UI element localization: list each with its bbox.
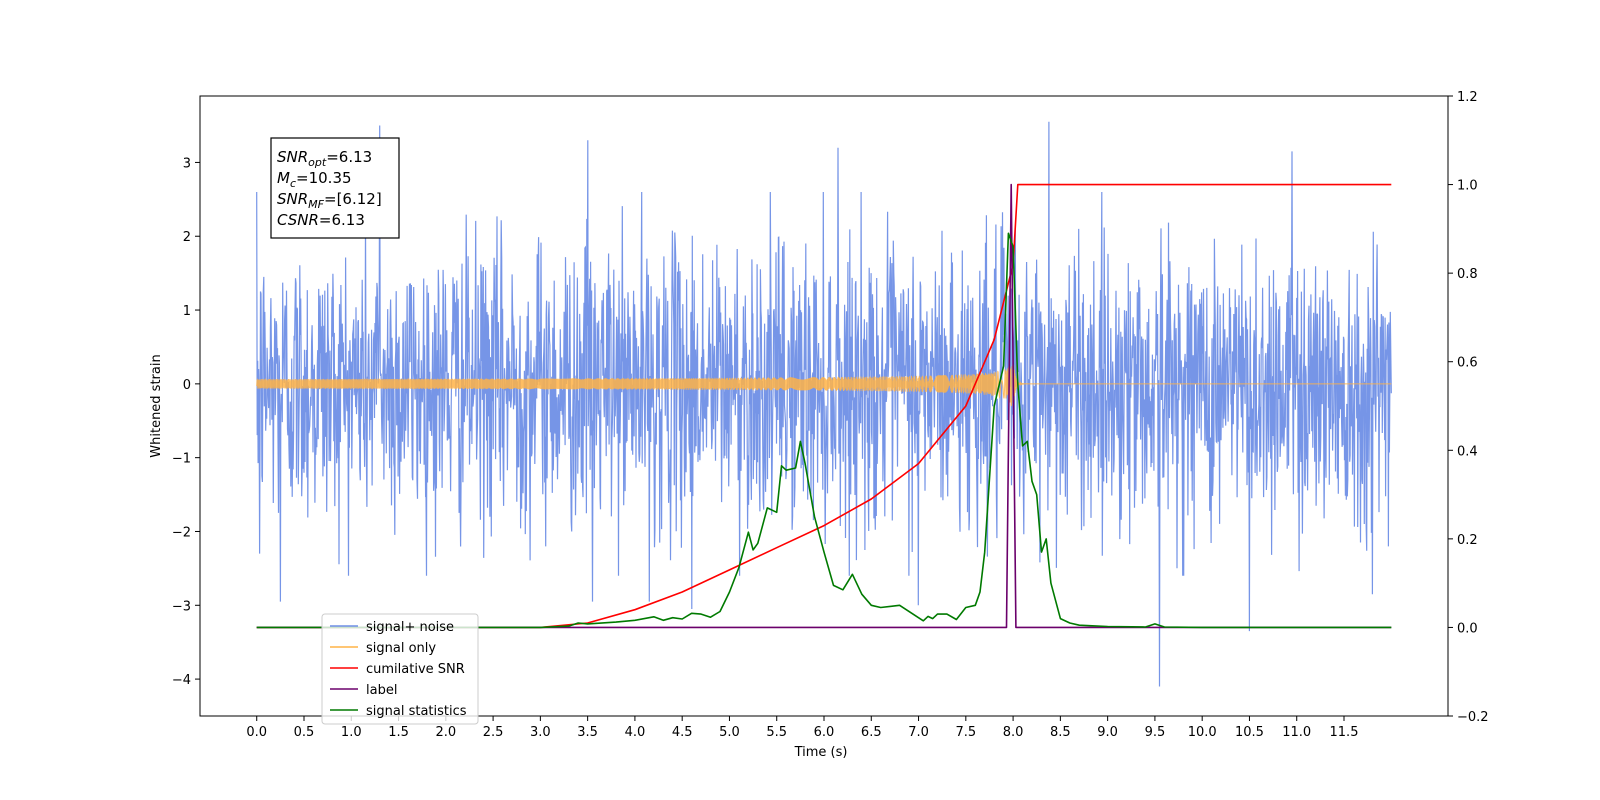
y2-tick-label: 1.2 [1457, 90, 1478, 105]
x-axis-label: Time (s) [794, 745, 848, 760]
annotation-line: SNRMF=[6.12] [277, 190, 382, 211]
y2-axis-ticks: −0.2 0.0 0.2 0.4 0.6 0.8 1.0 1.2 [1448, 90, 1489, 725]
y-tick-label: −4 [172, 673, 191, 688]
x-tick-label: 4.5 [672, 725, 693, 740]
y2-tick-label: 0.2 [1457, 533, 1478, 548]
x-tick-label: 7.0 [908, 725, 929, 740]
legend-entry: cumilative SNR [366, 662, 465, 677]
series-signal-only [256, 357, 1392, 407]
y-axis-label: Whitened strain [149, 354, 164, 457]
y-tick-label: 3 [183, 156, 191, 171]
x-tick-label: 9.0 [1097, 725, 1118, 740]
y-tick-label: −2 [172, 525, 191, 540]
x-tick-label: 1.0 [341, 725, 362, 740]
y2-tick-label: 0.0 [1457, 621, 1478, 636]
y-tick-label: 2 [183, 230, 191, 245]
annotation-line: CSNR=6.13 [277, 211, 365, 229]
legend-entry: signal only [366, 641, 436, 656]
x-tick-label: 0.0 [246, 725, 267, 740]
x-tick-label: 4.0 [625, 725, 646, 740]
signal-statistics-line [256, 232, 1392, 629]
legend-entry: label [366, 683, 397, 698]
x-tick-label: 3.5 [577, 725, 598, 740]
x-tick-label: 10.0 [1188, 725, 1217, 740]
y2-tick-label: 0.4 [1457, 444, 1478, 459]
noise-trace [256, 121, 1392, 687]
x-tick-label: 5.5 [766, 725, 787, 740]
annotation-line: Mc=10.35 [277, 169, 352, 190]
signal-only-trace [256, 357, 1392, 407]
annotation-frame [270, 137, 400, 239]
y2-tick-label: 1.0 [1457, 179, 1478, 194]
x-tick-label: 8.5 [1050, 725, 1071, 740]
legend-frame [321, 613, 479, 725]
legend: signal+ noise signal only cumilative SNR la… [321, 613, 479, 725]
x-tick-label: 0.5 [294, 725, 315, 740]
x-tick-label: 11.0 [1282, 725, 1311, 740]
right-axis-series [256, 183, 1392, 629]
x-tick-label: 10.5 [1235, 725, 1264, 740]
x-tick-label: 11.5 [1330, 725, 1359, 740]
y-tick-label: 1 [183, 304, 191, 319]
y2-tick-label: 0.6 [1457, 356, 1478, 371]
legend-entry: signal statistics [366, 704, 467, 719]
x-tick-label: 1.5 [388, 725, 409, 740]
y-tick-label: −1 [172, 452, 191, 467]
legend-entry: signal+ noise [366, 620, 454, 635]
label-line [256, 183, 1392, 629]
annotation-line: SNRopt=6.13 [277, 148, 372, 169]
y2-tick-label: −0.2 [1457, 710, 1489, 725]
y2-tick-label: 0.8 [1457, 267, 1478, 282]
x-tick-label: 7.5 [955, 725, 976, 740]
x-tick-label: 8.0 [1003, 725, 1024, 740]
x-tick-label: 6.5 [861, 725, 882, 740]
x-tick-label: 9.5 [1145, 725, 1166, 740]
y-axis-ticks: −4 −3 −2 −1 0 1 2 3 [172, 156, 200, 688]
x-axis-ticks: 0.0 0.5 1.0 1.5 2.0 2.5 3.0 3.5 4.0 4.5 5.0 5.5 6.0 6… [246, 716, 1358, 740]
x-tick-label: 2.0 [435, 725, 456, 740]
y-tick-label: 0 [183, 378, 191, 393]
x-tick-label: 6.0 [814, 725, 835, 740]
x-tick-label: 2.5 [483, 725, 504, 740]
x-tick-label: 3.0 [530, 725, 551, 740]
y-tick-label: −3 [172, 599, 191, 614]
series-signal-noise [256, 121, 1392, 687]
x-tick-label: 5.0 [719, 725, 740, 740]
